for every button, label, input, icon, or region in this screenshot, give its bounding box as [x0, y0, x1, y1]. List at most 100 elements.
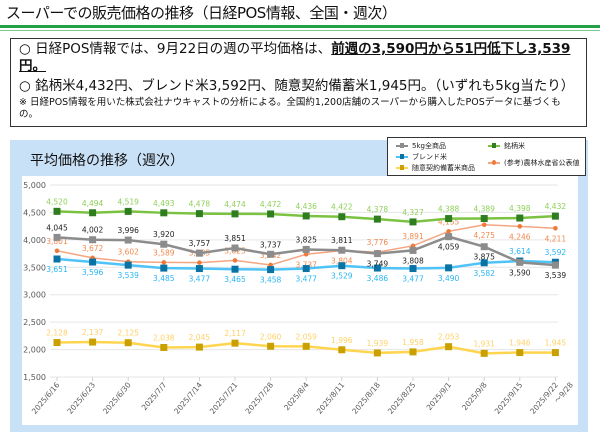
- data-point: [160, 343, 168, 351]
- data-point: [53, 255, 61, 263]
- data-point: [231, 265, 239, 273]
- data-point: [267, 210, 275, 218]
- data-label: 1,996: [331, 336, 353, 345]
- data-point: [195, 249, 203, 257]
- data-label: 1,939: [367, 339, 389, 348]
- data-label: 4,045: [46, 223, 68, 232]
- legend-swatch: [396, 154, 408, 159]
- x-tick-label: 2025/8/25: [386, 380, 418, 415]
- data-point: [124, 261, 132, 269]
- data-label: 3,592: [545, 248, 567, 257]
- data-label: 4,520: [46, 197, 68, 206]
- data-point: [445, 233, 453, 241]
- data-label: 4,422: [331, 203, 353, 212]
- data-point: [445, 264, 453, 272]
- data-point: [338, 262, 346, 270]
- data-point: [481, 222, 487, 228]
- data-label: 2,045: [189, 333, 211, 342]
- data-point: [302, 342, 310, 350]
- summary-line-1: ○ 日経POS情報では、9月22日の週の平均価格は、前週の3,590円から51円…: [19, 41, 578, 75]
- data-label: 2,125: [117, 329, 139, 338]
- data-point: [551, 349, 559, 357]
- legend-swatch: [488, 160, 500, 165]
- data-point: [232, 258, 238, 263]
- x-tick-label: 2025/6/16: [30, 380, 62, 415]
- data-point: [231, 339, 239, 347]
- data-label: 3,737: [260, 240, 282, 249]
- legend-label: ブレンド米: [412, 153, 447, 161]
- data-label: 3,458: [260, 276, 282, 285]
- data-label: 3,776: [367, 238, 389, 247]
- y-tick-label: 4,500: [23, 208, 46, 217]
- data-label: 3,825: [295, 235, 317, 244]
- data-label: 4,002: [82, 226, 104, 235]
- data-label: 1,946: [509, 339, 531, 348]
- data-label: 4,474: [224, 200, 246, 209]
- legend-label: 随意契約備蓄米商品: [412, 164, 475, 172]
- data-label: 3,672: [82, 244, 104, 253]
- data-point: [516, 349, 524, 357]
- data-point: [89, 338, 97, 346]
- data-point: [195, 343, 203, 351]
- chart-legend: 5kg全商品 銘柄米 ブレンド米 随意契約備蓄米商品 (参考)農林水産省公表値: [387, 137, 586, 176]
- data-label: 3,804: [331, 257, 353, 266]
- x-tick-label: 2025/7/28: [244, 380, 276, 415]
- data-point: [373, 349, 381, 357]
- data-point: [89, 209, 97, 217]
- y-tick-label: 5,000: [23, 181, 46, 190]
- legend-item-all: 5kg全商品: [396, 141, 446, 151]
- legend-swatch: [488, 143, 500, 148]
- x-tick-label: 2025/6/30: [101, 380, 133, 415]
- data-point: [480, 349, 488, 357]
- data-point: [445, 343, 453, 351]
- data-label: 2,053: [438, 333, 460, 342]
- x-tick-label: 2025/8/4: [282, 380, 311, 412]
- data-label: 3,920: [153, 230, 175, 239]
- data-point: [409, 348, 417, 356]
- data-point: [517, 224, 523, 229]
- legend-label: (参考)農林水産省公表値: [504, 159, 580, 167]
- x-tick-label: 2025/9/8: [460, 380, 489, 412]
- data-point: [445, 215, 453, 223]
- data-point: [267, 342, 275, 350]
- data-point: [267, 266, 275, 274]
- data-point: [160, 209, 168, 217]
- data-point: [197, 260, 202, 265]
- data-label: 4,378: [367, 205, 389, 214]
- data-label: 3,590: [509, 268, 531, 277]
- data-point: [195, 210, 203, 218]
- data-point: [89, 236, 97, 244]
- y-tick-label: 4,000: [23, 236, 46, 245]
- data-label: 3,539: [545, 271, 567, 280]
- data-label: 4,478: [189, 200, 211, 209]
- data-point: [516, 258, 524, 266]
- x-tick-label: 2025/8/11: [315, 380, 347, 415]
- chart-title: 平均価格の推移（週次）: [30, 153, 184, 169]
- data-label: 3,529: [331, 272, 353, 281]
- data-label: 3,589: [153, 248, 175, 257]
- data-label: 2,137: [82, 328, 104, 337]
- x-tick-label: 2025/7/14: [172, 380, 204, 415]
- data-point: [124, 339, 132, 347]
- summary-line-1-emphasis: 前週の3,590円から51円低下し3,539円。: [19, 41, 571, 74]
- data-point: [195, 265, 203, 273]
- data-label: 3,808: [402, 256, 424, 265]
- data-label: 4,389: [473, 205, 495, 214]
- data-label: 2,128: [46, 329, 68, 338]
- data-point: [53, 233, 61, 241]
- data-point: [302, 245, 310, 253]
- data-label: 3,477: [295, 275, 317, 284]
- data-label: 4,472: [260, 200, 282, 209]
- data-point: [53, 339, 61, 347]
- legend-item-stockpile: 随意契約備蓄米商品: [396, 163, 475, 173]
- data-point: [161, 260, 167, 265]
- data-label: 3,465: [224, 275, 246, 284]
- data-point: [124, 236, 132, 244]
- data-label: 3,891: [402, 232, 424, 241]
- data-point: [551, 261, 559, 269]
- data-label: 3,486: [367, 274, 389, 283]
- data-point: [373, 215, 381, 223]
- data-label: 3,485: [153, 274, 175, 283]
- x-tick-label: 2025/7/21: [208, 380, 240, 415]
- y-tick-label: 3,000: [23, 291, 46, 300]
